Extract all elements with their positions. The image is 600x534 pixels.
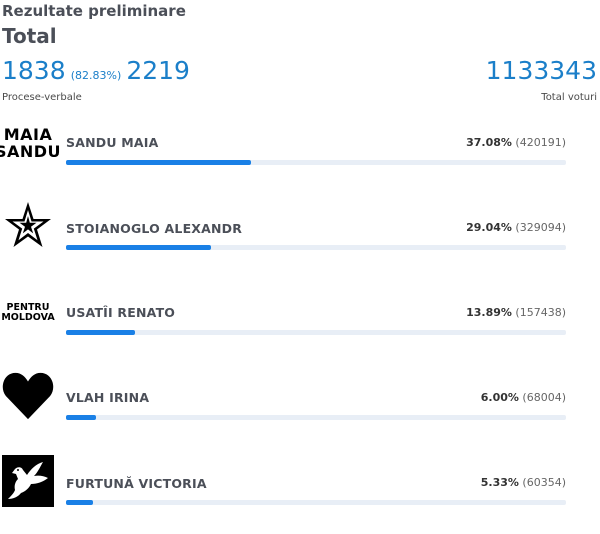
result-bar-fill: [66, 245, 212, 250]
result-bar: [66, 245, 566, 250]
total-votes-count: 1133343: [485, 56, 597, 85]
candidate-row: STOIANOGLO ALEXANDR 29.04% (329094): [0, 200, 600, 264]
candidate-name: STOIANOGLO ALEXANDR: [66, 221, 243, 236]
result-bar-fill: [66, 160, 252, 165]
result-bar-fill: [66, 330, 136, 335]
votes-label: Total voturi: [541, 92, 597, 103]
pv-label: Procese-verbale: [2, 92, 82, 103]
processed-count: 1838: [2, 56, 66, 85]
dove-icon: [2, 455, 54, 507]
candidate-row: VLAH IRINA 6.00% (68004): [0, 370, 600, 434]
candidate-name: USATÎI RENATO: [66, 305, 176, 320]
result-bar-fill: [66, 500, 93, 505]
candidate-result: 29.04% (329094): [466, 221, 566, 234]
result-bar: [66, 160, 566, 165]
page-subtitle: Rezultate preliminare: [2, 2, 186, 20]
candidate-row: MAIA SANDU SANDU MAIA 37.08% (420191): [0, 118, 600, 182]
processed-stats: 1838 (82.83%) 2219: [2, 58, 190, 83]
pentru-moldova-logo: PENTRU MOLDOVA: [1, 302, 55, 323]
candidate-name: FURTUNĂ VICTORIA: [66, 476, 207, 491]
maia-sandu-logo: MAIA SANDU: [0, 125, 62, 161]
heart-icon: [2, 370, 54, 422]
result-bar: [66, 500, 566, 505]
candidate-row: FURTUNĂ VICTORIA 5.33% (60354): [0, 455, 600, 519]
result-bar-fill: [66, 415, 96, 420]
candidate-name: SANDU MAIA: [66, 135, 159, 150]
star-icon: [2, 200, 54, 252]
result-bar: [66, 330, 566, 335]
candidate-result: 37.08% (420191): [466, 136, 566, 149]
result-bar: [66, 415, 566, 420]
total-pv-count: 2219: [126, 56, 190, 85]
candidate-result: 5.33% (60354): [480, 476, 566, 489]
processed-percent: (82.83%): [70, 69, 122, 82]
candidate-name: VLAH IRINA: [66, 390, 150, 405]
candidate-result: 6.00% (68004): [480, 391, 566, 404]
page-title: Total: [2, 24, 57, 48]
candidate-result: 13.89% (157438): [466, 306, 566, 319]
candidate-row: PENTRU MOLDOVA USATÎI RENATO 13.89% (157…: [0, 287, 600, 351]
